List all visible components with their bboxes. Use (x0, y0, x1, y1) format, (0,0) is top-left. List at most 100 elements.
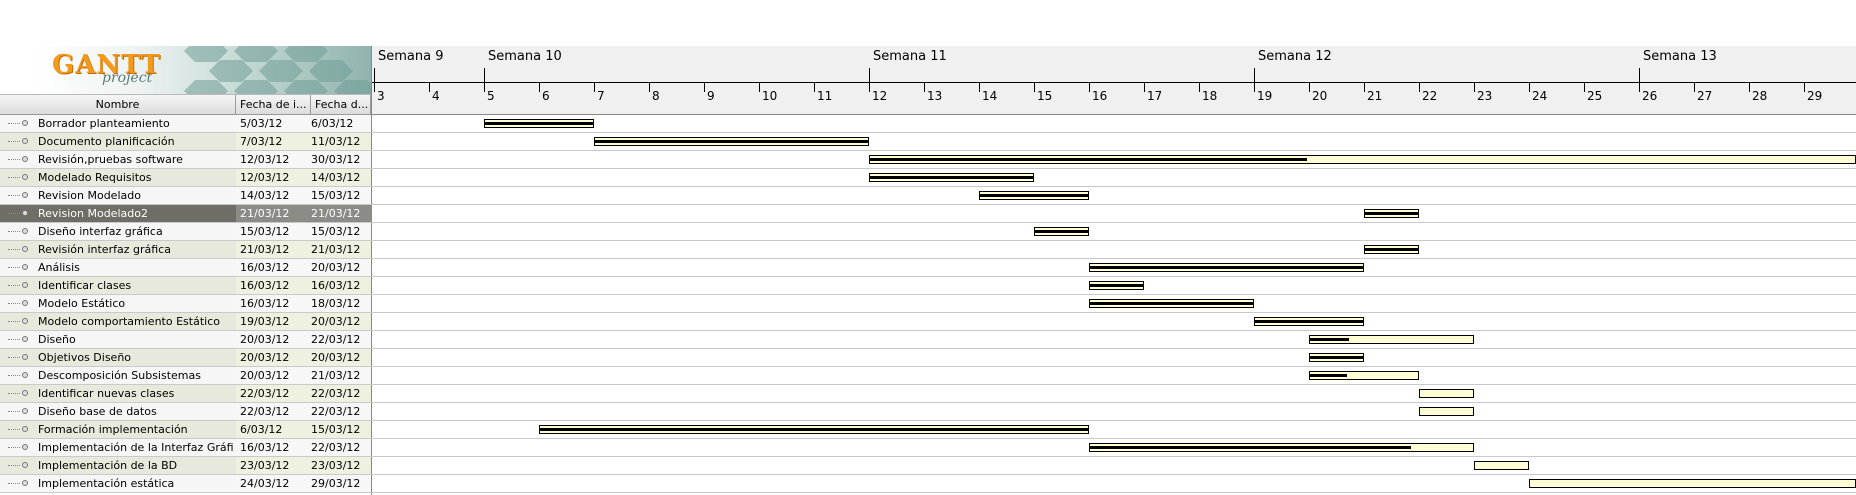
task-end-date[interactable]: 21/03/12 (311, 243, 361, 256)
task-end-date[interactable]: 14/03/12 (311, 171, 361, 184)
task-bar[interactable] (1089, 299, 1254, 308)
task-start-date[interactable]: 12/03/12 (240, 153, 290, 166)
task-bar[interactable] (1089, 443, 1474, 452)
task-name[interactable]: Modelado Requisitos (38, 171, 152, 184)
task-start-date[interactable]: 21/03/12 (240, 207, 290, 220)
task-name[interactable]: Identificar clases (38, 279, 132, 292)
task-end-date[interactable]: 15/03/12 (311, 225, 361, 238)
task-end-date[interactable]: 20/03/12 (311, 351, 361, 364)
task-end-date[interactable]: 11/03/12 (311, 135, 361, 148)
task-name[interactable]: Diseño (38, 333, 76, 346)
task-start-date[interactable]: 21/03/12 (240, 243, 290, 256)
task-name[interactable]: Implementación estática (38, 477, 175, 490)
task-end-date[interactable]: 22/03/12 (311, 333, 361, 346)
task-end-date[interactable]: 22/03/12 (311, 405, 361, 418)
task-start-date[interactable]: 6/03/12 (240, 423, 283, 436)
task-start-date[interactable]: 15/03/12 (240, 225, 290, 238)
task-row[interactable]: Análisis 16/03/12 20/03/12 (0, 259, 1856, 277)
task-row[interactable]: Revision Modelado2 21/03/12 21/03/12 (0, 205, 1856, 223)
task-end-date[interactable]: 21/03/12 (311, 207, 361, 220)
task-bar[interactable] (1419, 389, 1474, 398)
task-row[interactable]: Documento planificación 7/03/12 11/03/12 (0, 133, 1856, 151)
task-end-date[interactable]: 16/03/12 (311, 279, 361, 292)
task-start-date[interactable]: 16/03/12 (240, 297, 290, 310)
task-row[interactable]: Objetivos Diseño 20/03/12 20/03/12 (0, 349, 1856, 367)
task-row[interactable]: Diseño interfaz gráfica 15/03/12 15/03/12 (0, 223, 1856, 241)
task-start-date[interactable]: 24/03/12 (240, 477, 290, 490)
task-start-date[interactable]: 20/03/12 (240, 351, 290, 364)
task-name[interactable]: Modelo Estático (38, 297, 126, 310)
task-bar[interactable] (484, 119, 594, 128)
task-bar[interactable] (1364, 209, 1419, 218)
task-bar[interactable] (1309, 353, 1364, 362)
task-start-date[interactable]: 22/03/12 (240, 405, 290, 418)
task-row[interactable]: Modelado Requisitos 12/03/12 14/03/12 (0, 169, 1856, 187)
task-row[interactable]: Modelo Estático 16/03/12 18/03/12 (0, 295, 1856, 313)
column-header-start-date[interactable]: Fecha de i... (236, 95, 311, 115)
task-row[interactable]: Diseño base de datos 22/03/12 22/03/12 (0, 403, 1856, 421)
task-name[interactable]: Objetivos Diseño (38, 351, 132, 364)
task-row[interactable]: Descomposición Subsistemas 20/03/12 21/03/… (0, 367, 1856, 385)
task-end-date[interactable]: 15/03/12 (311, 189, 361, 202)
task-start-date[interactable]: 23/03/12 (240, 459, 290, 472)
task-name[interactable]: Revisión,pruebas software (38, 153, 183, 166)
task-bar[interactable] (869, 173, 1034, 182)
task-row[interactable]: Identificar nuevas clases 22/03/12 22/03/1… (0, 385, 1856, 403)
column-header-end-date[interactable]: Fecha d... (311, 95, 371, 115)
task-end-date[interactable]: 22/03/12 (311, 441, 361, 454)
task-end-date[interactable]: 18/03/12 (311, 297, 361, 310)
task-bar[interactable] (1364, 245, 1419, 254)
task-end-date[interactable]: 6/03/12 (311, 117, 354, 130)
task-start-date[interactable]: 5/03/12 (240, 117, 283, 130)
task-start-date[interactable]: 16/03/12 (240, 261, 290, 274)
task-name[interactable]: Borrador planteamiento (38, 117, 170, 130)
task-bar[interactable] (979, 191, 1089, 200)
column-header-name[interactable]: Nombre (0, 95, 236, 115)
task-bar[interactable] (1419, 407, 1474, 416)
task-row[interactable]: Implementación de la BD 23/03/12 23/03/12 (0, 457, 1856, 475)
task-row[interactable]: Revision Modelado 14/03/12 15/03/12 (0, 187, 1856, 205)
task-start-date[interactable]: 12/03/12 (240, 171, 290, 184)
task-bar[interactable] (539, 425, 1089, 434)
task-bar[interactable] (594, 137, 869, 146)
task-row[interactable]: Implementación estática 24/03/12 29/03/12 (0, 475, 1856, 493)
task-bar[interactable] (1034, 227, 1089, 236)
task-name[interactable]: Implementación de la Interfaz Gráfica (38, 441, 234, 454)
task-name[interactable]: Diseño interfaz gráfica (38, 225, 163, 238)
task-bar[interactable] (1089, 263, 1364, 272)
task-name[interactable]: Diseño base de datos (38, 405, 157, 418)
task-name[interactable]: Implementación de la BD (38, 459, 178, 472)
task-end-date[interactable]: 21/03/12 (311, 369, 361, 382)
task-row[interactable]: Diseño 20/03/12 22/03/12 (0, 331, 1856, 349)
task-end-date[interactable]: 30/03/12 (311, 153, 361, 166)
task-name[interactable]: Análisis (38, 261, 80, 274)
task-end-date[interactable]: 22/03/12 (311, 387, 361, 400)
task-bar[interactable] (1529, 479, 1856, 488)
task-start-date[interactable]: 22/03/12 (240, 387, 290, 400)
task-name[interactable]: Revisión interfaz gráfica (38, 243, 171, 256)
task-start-date[interactable]: 20/03/12 (240, 333, 290, 346)
task-end-date[interactable]: 29/03/12 (311, 477, 361, 490)
task-row[interactable]: Revisión interfaz gráfica 21/03/12 21/03/1… (0, 241, 1856, 259)
task-name[interactable]: Revision Modelado (38, 189, 141, 202)
task-name[interactable]: Modelo comportamiento Estático (38, 315, 220, 328)
task-row[interactable]: Borrador planteamiento 5/03/12 6/03/12 (0, 115, 1856, 133)
task-start-date[interactable]: 16/03/12 (240, 441, 290, 454)
task-name[interactable]: Documento planificación (38, 135, 175, 148)
task-row[interactable]: Modelo comportamiento Estático 19/03/12 20… (0, 313, 1856, 331)
task-bar[interactable] (1474, 461, 1529, 470)
task-start-date[interactable]: 20/03/12 (240, 369, 290, 382)
task-start-date[interactable]: 16/03/12 (240, 279, 290, 292)
task-start-date[interactable]: 7/03/12 (240, 135, 283, 148)
task-bar[interactable] (869, 155, 1856, 164)
task-bar[interactable] (1254, 317, 1364, 326)
task-name[interactable]: Formación implementación (38, 423, 188, 436)
task-name[interactable]: Revision Modelado2 (38, 207, 148, 220)
task-end-date[interactable]: 23/03/12 (311, 459, 361, 472)
task-bar[interactable] (1089, 281, 1144, 290)
task-name[interactable]: Descomposición Subsistemas (38, 369, 201, 382)
task-bar[interactable] (1309, 371, 1419, 380)
task-name[interactable]: Identificar nuevas clases (38, 387, 175, 400)
task-end-date[interactable]: 20/03/12 (311, 261, 361, 274)
task-row[interactable]: Revisión,pruebas software 12/03/12 30/03/1… (0, 151, 1856, 169)
